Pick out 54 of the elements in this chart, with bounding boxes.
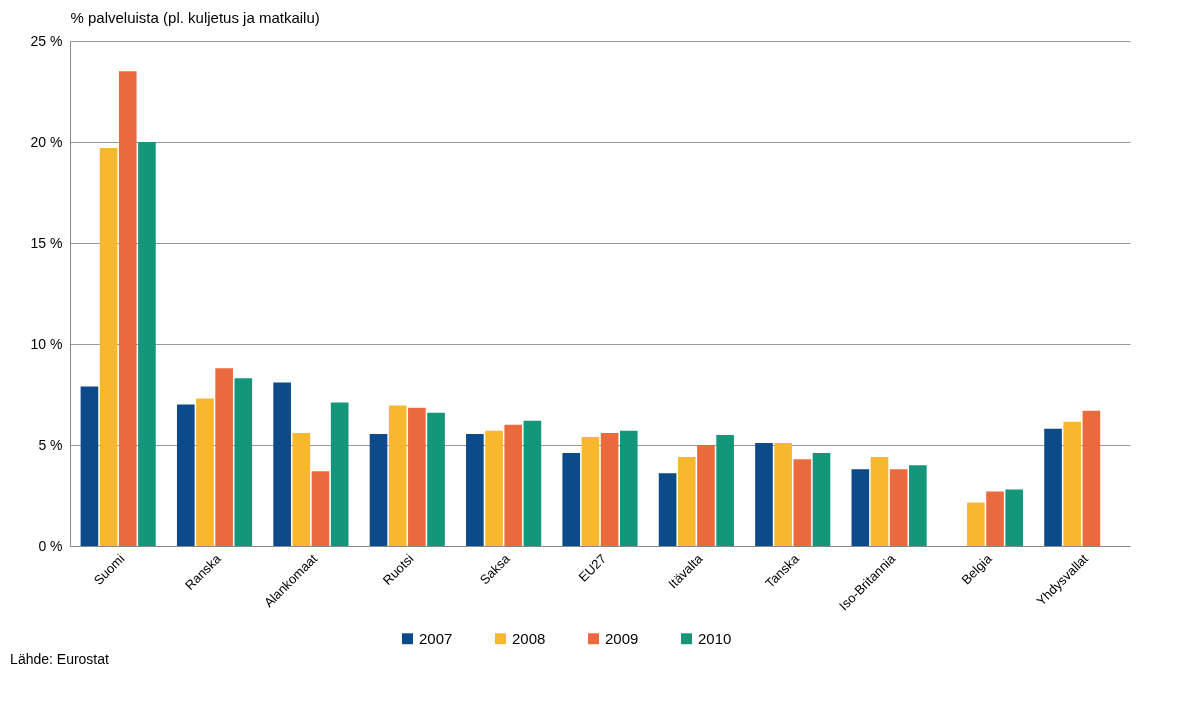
bar: [1082, 410, 1101, 546]
bar: [408, 407, 426, 546]
bar: [562, 453, 581, 546]
bar: [485, 430, 503, 546]
y-axis-title: % palveluista (pl. kuljetus ja matkailu): [70, 8, 320, 26]
bar: [967, 502, 985, 546]
bar: [716, 434, 734, 546]
bar: [870, 457, 889, 546]
bar: [600, 432, 619, 546]
text: Lähde: Eurostat: [10, 651, 110, 667]
bar: [1005, 489, 1024, 546]
bar: [466, 433, 484, 546]
bar: [812, 453, 831, 546]
bar: [581, 436, 600, 546]
y-tick-label: 10 %: [30, 335, 63, 352]
y-tick-label: 25 %: [30, 32, 63, 49]
bar: [851, 469, 870, 546]
bar: [658, 473, 677, 546]
bar: [619, 430, 638, 546]
bar: [793, 459, 812, 546]
bar: [774, 442, 792, 546]
bar: [755, 442, 773, 546]
bar: [292, 432, 311, 546]
bar: [388, 405, 407, 546]
bar: [196, 398, 214, 546]
bar: [697, 445, 715, 546]
bar: [986, 491, 1004, 546]
bar: [369, 433, 388, 546]
bar: [1063, 421, 1082, 546]
y-tick-label: 0 %: [38, 537, 63, 554]
bar: [311, 471, 330, 546]
bar: [99, 148, 118, 546]
bar: [215, 368, 233, 546]
bar: [523, 420, 542, 546]
legend-label: 2009: [605, 629, 639, 647]
bar: [176, 404, 195, 546]
y-tick-label: 20 %: [30, 133, 63, 150]
legend-label: 2007: [419, 629, 453, 647]
y-tick-label: 5 %: [38, 436, 63, 453]
bar: [234, 378, 253, 546]
bar: [118, 71, 137, 546]
legend-label: 2010: [698, 629, 732, 647]
bar: [273, 382, 291, 546]
bar: [677, 457, 696, 546]
bar: [889, 469, 908, 546]
legend-label: 2008: [512, 629, 546, 647]
bar: [138, 142, 156, 546]
bar: [1044, 428, 1062, 546]
bar: [909, 465, 927, 546]
bar: [330, 402, 349, 546]
y-tick-label: 15 %: [30, 234, 63, 251]
bar: [427, 412, 445, 546]
bar: [80, 386, 99, 546]
bar: [504, 424, 523, 546]
